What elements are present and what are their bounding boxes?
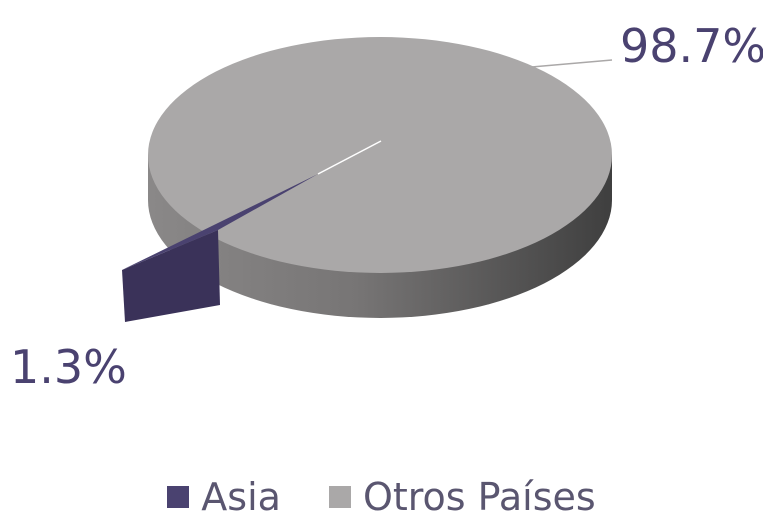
pie-slice-otros-paises bbox=[148, 37, 612, 273]
slice-edge bbox=[317, 140, 382, 175]
pie-slice-asia bbox=[122, 174, 318, 270]
legend-swatch-otros-paises bbox=[328, 486, 351, 508]
legend-label-otros-paises: Otros Países bbox=[362, 475, 596, 519]
data-label-asia: 1.3% bbox=[10, 340, 127, 394]
legend-item-otros-paises: Otros Países bbox=[328, 475, 596, 519]
legend-swatch-asia bbox=[167, 486, 190, 508]
leader-line bbox=[519, 59, 613, 69]
legend: Asia Otros Países bbox=[0, 474, 763, 520]
legend-label-asia: Asia bbox=[201, 475, 281, 519]
data-label-otros-paises: 98.7% bbox=[620, 19, 763, 73]
pie-slice-side-asia bbox=[122, 230, 220, 322]
legend-item-asia: Asia bbox=[167, 475, 281, 519]
